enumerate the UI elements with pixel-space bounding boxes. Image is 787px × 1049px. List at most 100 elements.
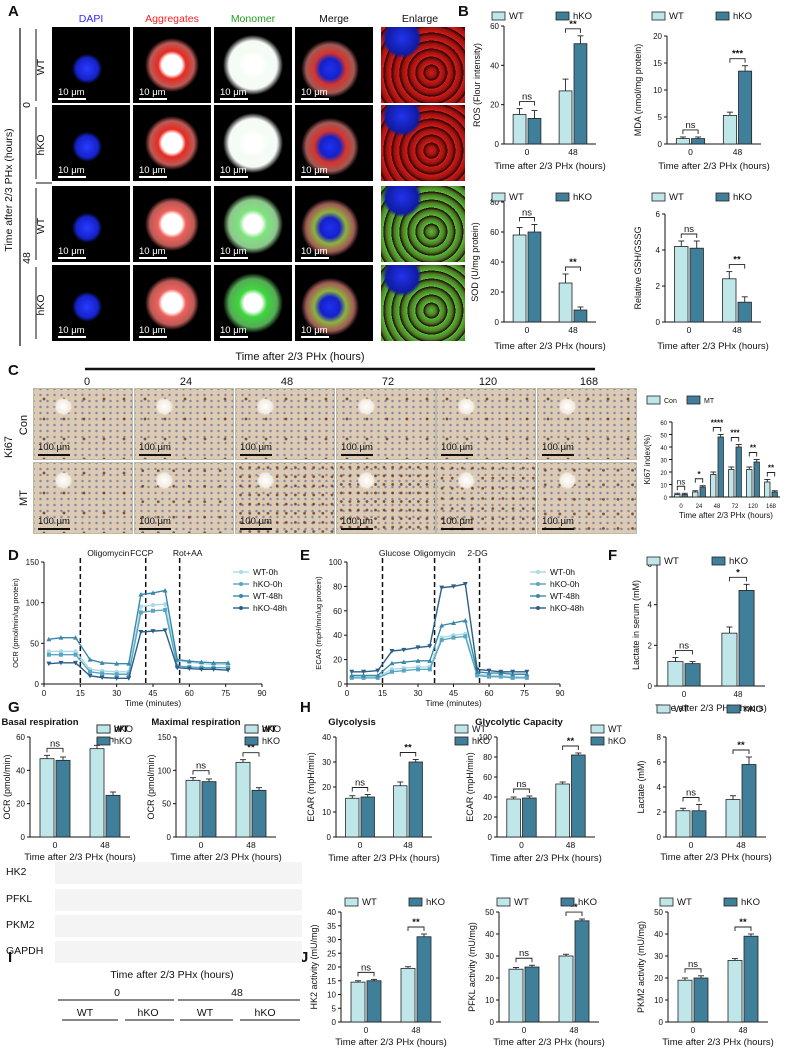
legend-marker (536, 570, 540, 574)
bar-wt (512, 114, 527, 145)
micrograph-tile: 10 μm (52, 186, 130, 262)
data-point (174, 657, 180, 662)
data-point (451, 620, 456, 625)
ihc-tile: 100 μm (134, 462, 234, 534)
scale-bar-label: 100 μm (139, 516, 171, 527)
significance-bracket (732, 749, 750, 754)
legend-marker (239, 582, 243, 586)
data-point (349, 675, 354, 680)
x-tick-label: 90 (258, 689, 267, 698)
x-tick-label: 60 (185, 689, 194, 698)
scale-bar-label: 10 μm (58, 325, 85, 336)
data-point (510, 675, 515, 680)
y-tick-label: 10 (327, 991, 336, 1000)
scale-bar (341, 528, 373, 530)
y-axis-label: PFKL activity (mU/mg) (467, 922, 477, 1012)
significance-label: ** (569, 257, 577, 268)
significance-label: ** (412, 917, 420, 928)
y-tick-label: 40 (483, 793, 492, 802)
y-tick-label: 0 (488, 833, 493, 842)
y-tick-label: 40 (327, 908, 336, 917)
x-tick-label: 48 (246, 840, 256, 850)
y-tick-label: 20 (490, 288, 499, 297)
bar-con (728, 469, 735, 498)
y-tick-label: 5 (332, 1004, 337, 1013)
data-point (126, 661, 132, 666)
bar-wt (558, 282, 573, 323)
panel-letter-B: B (458, 3, 469, 20)
bar-con (674, 494, 681, 498)
scale-bar-label: 100 μm (38, 442, 70, 453)
scale-bar-label: 10 μm (58, 246, 85, 257)
data-point (46, 652, 51, 657)
legend-swatch (590, 736, 605, 746)
significance-bracket (730, 437, 740, 442)
annotation-label: Oligomycin (414, 548, 456, 558)
data-point (361, 669, 367, 675)
y-tick-label: 40 (16, 766, 25, 775)
y-tick-label: 0 (21, 833, 26, 842)
data-point (126, 672, 131, 677)
scale-bar-label: 100 μm (441, 442, 473, 453)
legend-label: WT (674, 704, 689, 715)
legend-swatch (496, 897, 511, 907)
bar-wt (667, 661, 684, 687)
micrograph-tile: 10 μm (133, 27, 211, 103)
micrograph-tile (381, 105, 465, 181)
x-tick-label: 48 (733, 147, 743, 157)
legend-label: hKO-48h (550, 603, 584, 613)
bar-wt (555, 783, 570, 838)
legend-label: WT-0h (550, 567, 575, 577)
y-tick-label: 80 (333, 582, 342, 591)
significance-bracket (515, 957, 533, 963)
significance-bracket (357, 971, 375, 977)
zoom-line (352, 185, 382, 211)
bar-hko (741, 764, 757, 838)
data-point (163, 607, 168, 612)
bar-hko (55, 759, 71, 838)
data-point (475, 673, 480, 678)
micrograph-tile: 10 μm (52, 265, 130, 341)
blot-title: Time after 2/3 PHx (hours) (110, 969, 233, 981)
data-point (87, 657, 93, 662)
data-point (58, 649, 64, 654)
bar-wt (558, 90, 573, 145)
y-axis-label: SOD (U/mg protein) (470, 222, 480, 302)
x-tick-label: 48 (734, 690, 743, 699)
data-point (162, 628, 168, 633)
panel-letter-F: F (608, 547, 617, 564)
x-axis-label: Time after 2/3 PHx (hours) (494, 341, 606, 352)
scale-bar (38, 454, 70, 456)
scale-bar (58, 257, 86, 259)
bar-hko (573, 309, 588, 323)
data-point (46, 636, 52, 642)
significance-label: ns (519, 948, 529, 959)
significance-bracket (242, 752, 260, 757)
ihc-tile: 100 μm (336, 462, 436, 534)
y-tick-label: 60 (333, 607, 342, 616)
x-tick-label: 0 (691, 1026, 696, 1035)
significance-bracket (674, 650, 694, 655)
significance-bracket (680, 233, 698, 238)
y-tick-label: 20 (327, 963, 336, 972)
chart-title: Glycolytic Capacity (475, 717, 563, 728)
significance-bracket (407, 926, 425, 931)
bar-hko (689, 247, 704, 323)
column-header-enlarge: Enlarge (402, 13, 438, 25)
legend-label: hKO (578, 897, 597, 908)
y-axis-label: Lactate in serum (mM) (631, 580, 641, 670)
scale-bar (220, 257, 248, 259)
y-axis-label: PKM2 activity (mU/mg) (636, 921, 646, 1013)
data-point (401, 659, 407, 665)
time-label: 168 (580, 376, 598, 388)
x-axis-label: Time after 2/3 PHx (hours) (493, 1037, 605, 1048)
legend-swatch (656, 704, 671, 714)
legend-swatch (491, 11, 506, 21)
y-tick-label: 80 (490, 198, 499, 207)
scale-bar (139, 336, 167, 338)
y-axis-label: OCR (pmol/min) (2, 754, 12, 819)
y-tick-label: 60 (490, 228, 499, 237)
y-tick-label: 150 (26, 558, 40, 567)
ihc-tile: 100 μm (134, 388, 234, 460)
significance-label: ns (685, 120, 695, 131)
